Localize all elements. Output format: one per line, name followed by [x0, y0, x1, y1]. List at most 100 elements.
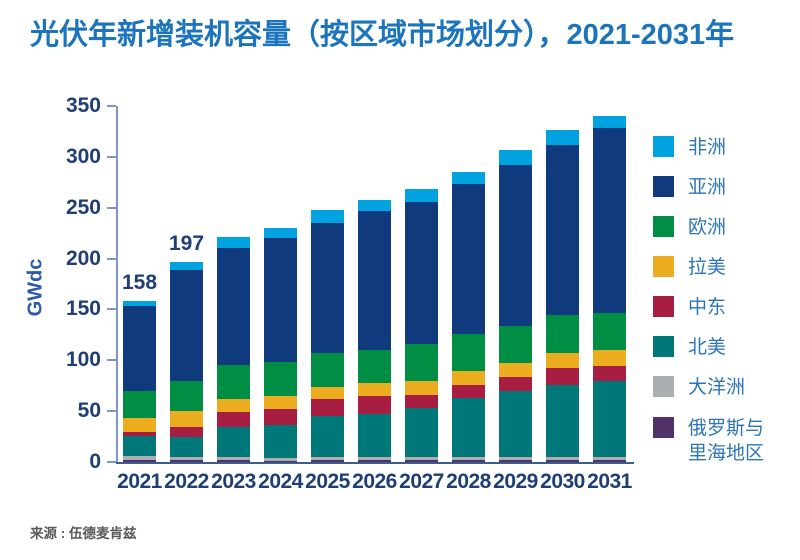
- bar-segment-亚洲: [546, 144, 579, 315]
- y-tick-label: 350: [65, 94, 101, 117]
- bar-segment-欧洲: [452, 334, 485, 371]
- x-tick-label-2029: 2029: [493, 470, 538, 493]
- legend-item: 亚洲: [653, 176, 772, 200]
- bar-segment-亚洲: [264, 237, 297, 362]
- bar-segment-非洲: [405, 189, 438, 202]
- bar-segment-非洲: [123, 300, 156, 306]
- y-tick-label: 0: [89, 450, 101, 473]
- bar-2026: [358, 200, 391, 462]
- legend-swatch: [653, 416, 674, 438]
- bar-segment-中东: [405, 394, 438, 409]
- bar-segment-拉美: [358, 383, 391, 397]
- bar-segment-俄罗斯与里海地区: [358, 460, 391, 462]
- bar-segment-亚洲: [311, 223, 344, 354]
- chart-title: 光伏年新增装机容量（按区域市场划分），2021-2031年: [30, 19, 735, 51]
- bar-segment-非洲: [452, 171, 485, 184]
- bar-segment-亚洲: [217, 248, 250, 366]
- legend: 非洲 亚洲 欧洲 拉美 中东 北美 大洋洲 俄罗斯与里海地区: [653, 136, 772, 466]
- bar-segment-拉美: [499, 362, 532, 378]
- bar-2021: [123, 300, 156, 462]
- bar-segment-中东: [358, 396, 391, 414]
- bar-segment-北美: [358, 413, 391, 458]
- bar-segment-俄罗斯与里海地区: [170, 460, 203, 462]
- bar-segment-俄罗斯与里海地区: [593, 460, 626, 462]
- bar-segment-拉美: [217, 398, 250, 412]
- bar-segment-非洲: [546, 130, 579, 145]
- bar-segment-欧洲: [123, 391, 156, 418]
- bar-segment-俄罗斯与里海地区: [405, 460, 438, 462]
- bar-segment-大洋洲: [358, 457, 391, 461]
- legend-item: 欧洲: [653, 216, 772, 240]
- legend-label: 俄罗斯与里海地区: [688, 417, 765, 464]
- bar-segment-中东: [593, 365, 626, 382]
- bar-segment-亚洲: [499, 164, 532, 327]
- y-tick-mark: [107, 155, 116, 158]
- bar-segment-欧洲: [217, 365, 250, 399]
- bar-segment-中东: [311, 399, 344, 416]
- bar-segment-北美: [170, 437, 203, 458]
- bar-segment-欧洲: [358, 349, 391, 384]
- bar-2031: [593, 115, 626, 462]
- x-tick-label-2023: 2023: [211, 470, 256, 493]
- y-tick-mark: [107, 410, 116, 413]
- legend-item: 非洲: [653, 136, 772, 160]
- bar-segment-中东: [499, 377, 532, 392]
- bar-segment-北美: [405, 408, 438, 458]
- bar-2030: [546, 130, 579, 462]
- legend-label: 大洋洲: [688, 377, 746, 399]
- bar-segment-非洲: [217, 237, 250, 249]
- bar-segment-中东: [217, 411, 250, 427]
- legend-item: 北美: [653, 336, 772, 360]
- bar-segment-非洲: [358, 200, 391, 212]
- bar-segment-欧洲: [170, 381, 203, 411]
- bar-segment-亚洲: [123, 305, 156, 392]
- bar-segment-拉美: [123, 417, 156, 433]
- bar-segment-非洲: [170, 261, 203, 271]
- bar-segment-欧洲: [264, 361, 297, 397]
- data-label-2021: 158: [121, 270, 158, 294]
- y-tick-mark: [107, 206, 116, 209]
- bar-2022: [170, 261, 203, 462]
- source-note: 来源 : 伍德麦肯兹: [30, 526, 137, 541]
- bar-segment-俄罗斯与里海地区: [499, 460, 532, 462]
- bar-segment-大洋洲: [405, 457, 438, 461]
- legend-swatch: [653, 176, 674, 198]
- bar-segment-大洋洲: [123, 456, 156, 461]
- y-tick-mark: [107, 461, 116, 463]
- bar-segment-欧洲: [546, 314, 579, 354]
- y-tick-label: 150: [65, 297, 101, 321]
- bar-segment-欧洲: [593, 312, 626, 350]
- bar-segment-北美: [264, 424, 297, 459]
- y-tick-label: 300: [65, 144, 101, 168]
- bar-segment-非洲: [264, 227, 297, 238]
- bar-segment-欧洲: [499, 326, 532, 363]
- bar-2023: [217, 237, 250, 462]
- bar-segment-大洋洲: [217, 457, 250, 461]
- x-tick-label-2027: 2027: [399, 470, 444, 493]
- bar-2025: [311, 210, 344, 462]
- bar-segment-北美: [593, 381, 626, 458]
- legend-label: 亚洲: [688, 177, 727, 199]
- bar-segment-亚洲: [405, 201, 438, 345]
- y-tick-mark: [107, 105, 116, 107]
- bar-segment-亚洲: [593, 127, 626, 313]
- bar-segment-大洋洲: [264, 458, 297, 461]
- y-axis-label: GWdc: [24, 258, 47, 317]
- bar-segment-俄罗斯与里海地区: [546, 460, 579, 462]
- x-tick-label-2030: 2030: [540, 470, 585, 493]
- y-tick-mark: [107, 308, 116, 311]
- bar-segment-拉美: [546, 353, 579, 369]
- legend-label: 欧洲: [688, 217, 727, 239]
- bar-segment-拉美: [170, 410, 203, 427]
- bar-segment-北美: [123, 436, 156, 457]
- bar-segment-中东: [123, 432, 156, 437]
- x-tick-label-2031: 2031: [587, 470, 632, 493]
- y-tick-mark: [107, 257, 116, 260]
- x-tick-label-2022: 2022: [164, 470, 209, 493]
- legend-label: 非洲: [688, 137, 727, 158]
- bar-2027: [405, 189, 438, 462]
- bar-segment-北美: [452, 397, 485, 458]
- bar-segment-大洋洲: [546, 457, 579, 461]
- bar-segment-拉美: [452, 371, 485, 385]
